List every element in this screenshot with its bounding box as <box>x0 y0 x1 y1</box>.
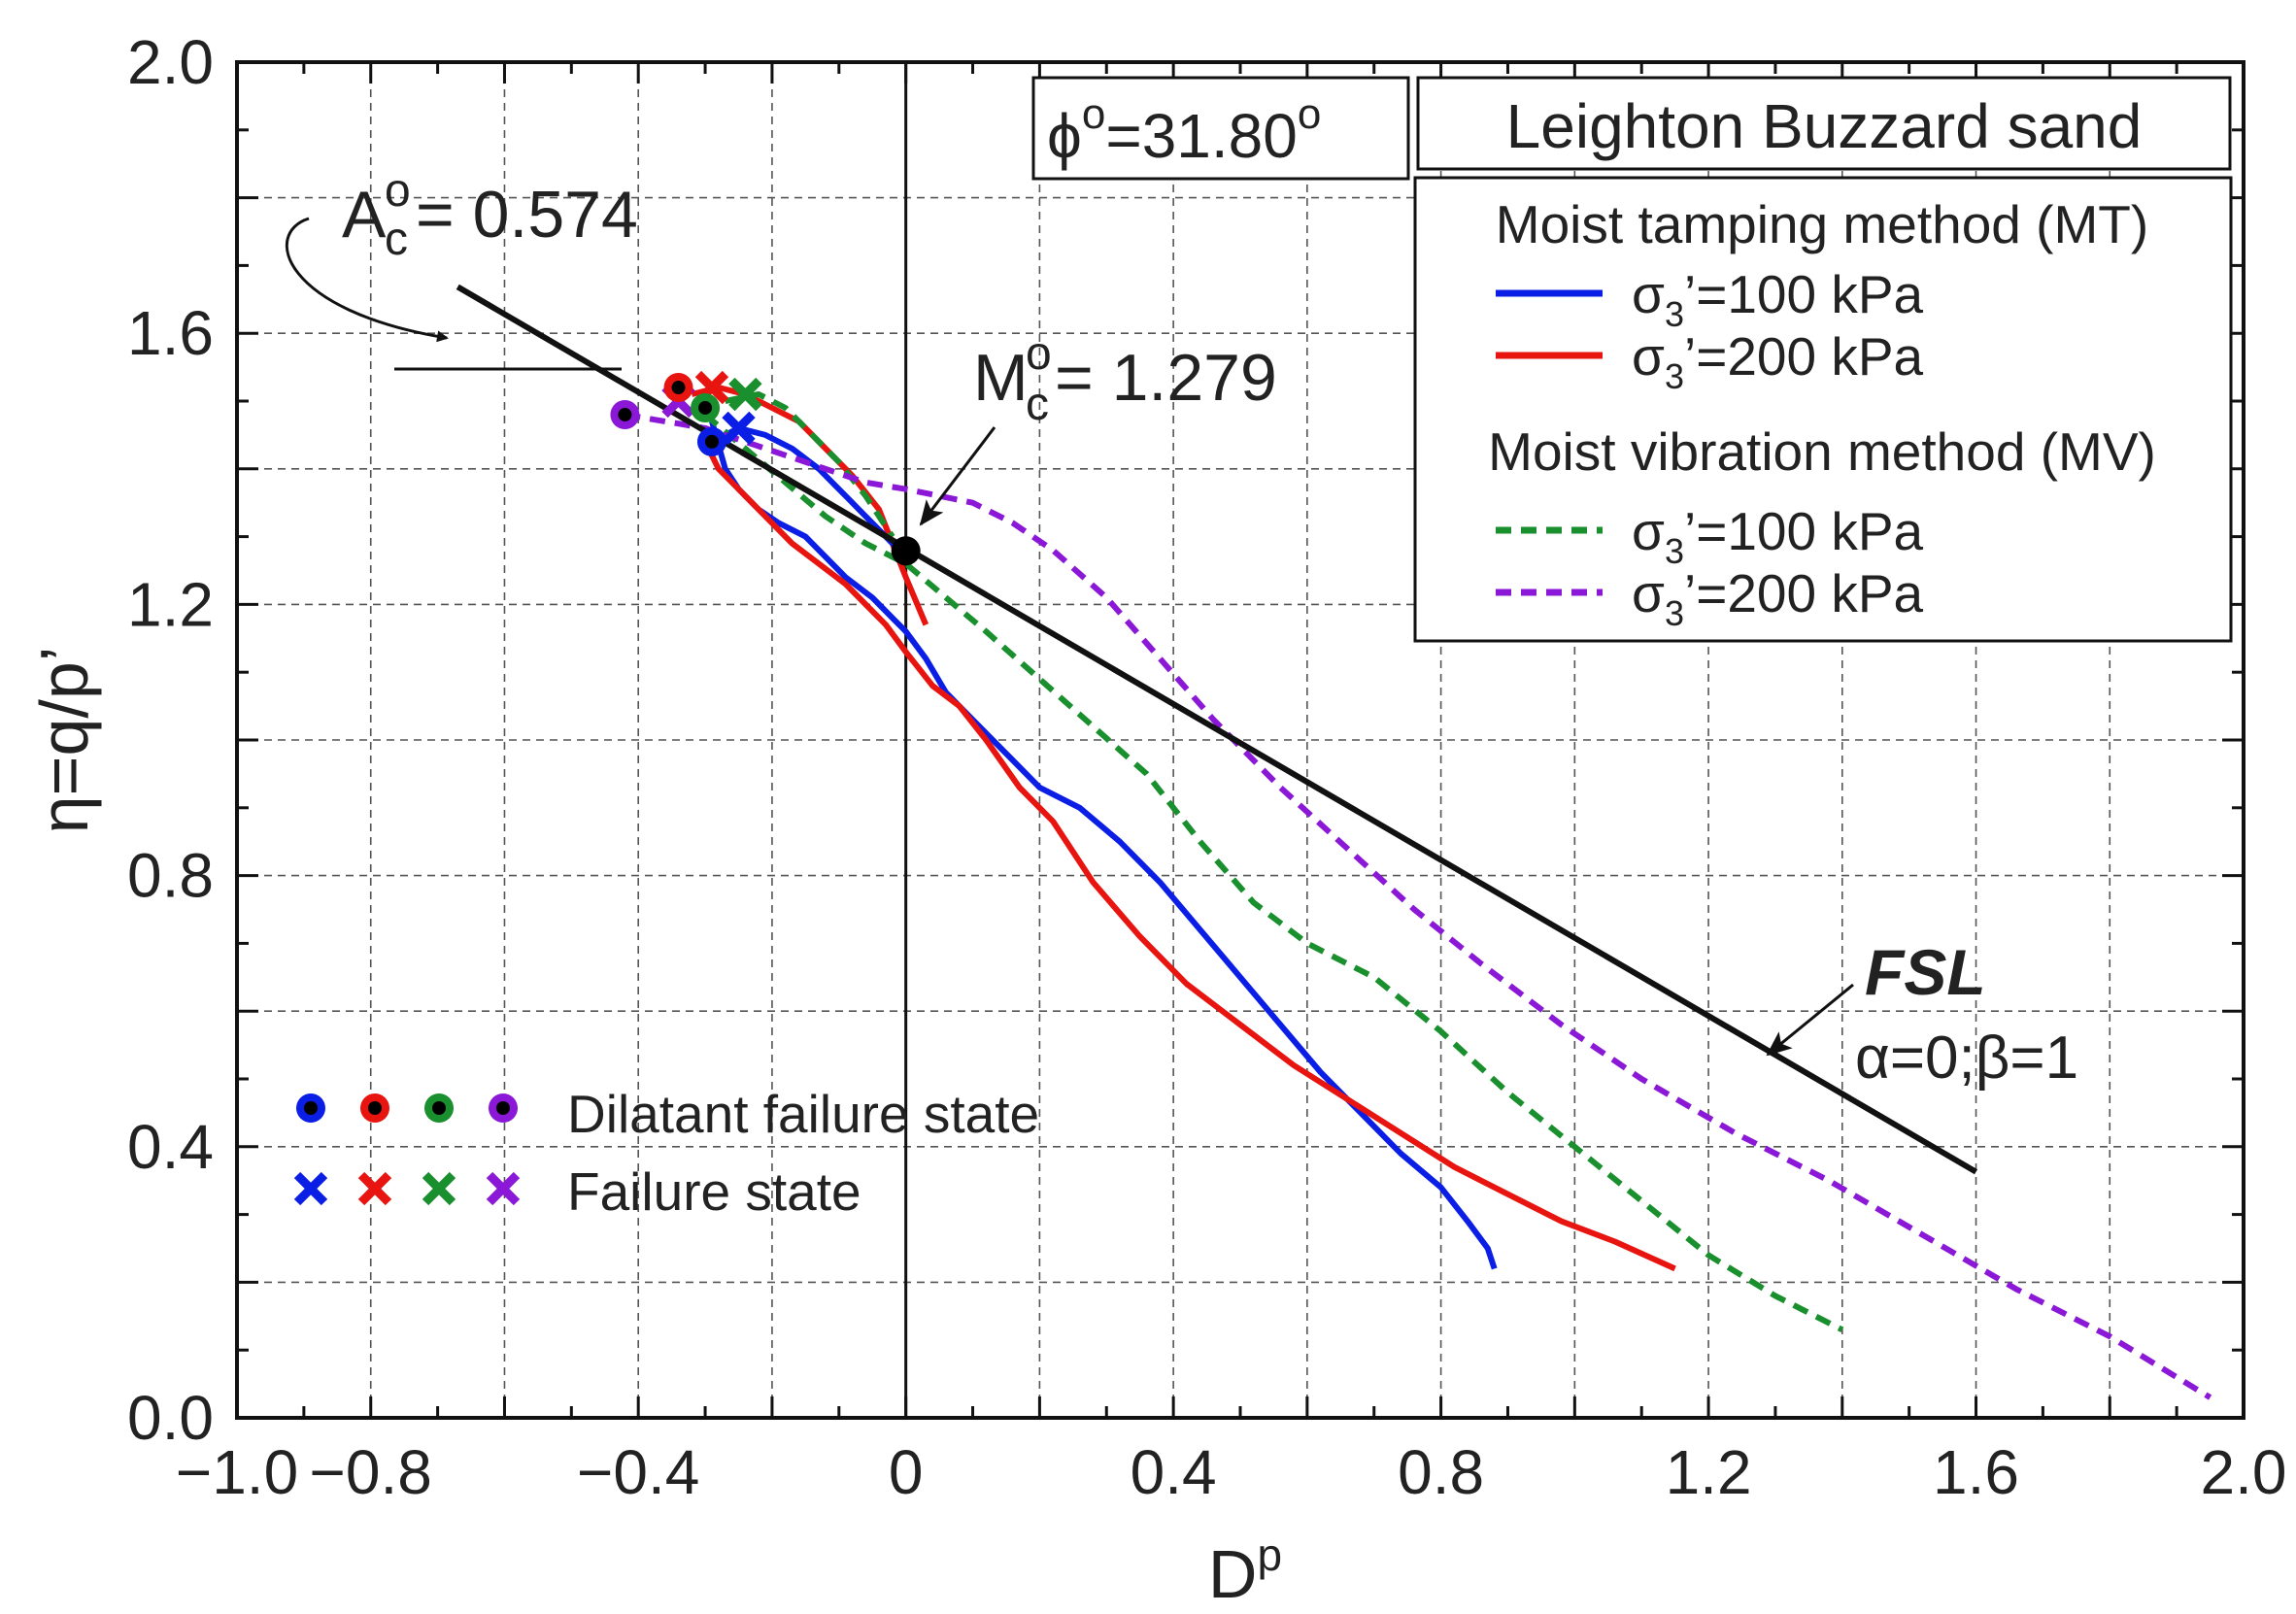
marker-legend: Dilatant failure state Failure state <box>293 1084 1039 1222</box>
series-line-6 <box>624 412 2212 1400</box>
marker-legend-cross-3 <box>486 1171 521 1206</box>
x-axis-label-sup: p <box>1257 1530 1282 1580</box>
marker-legend-dot-2-center <box>432 1101 446 1115</box>
x-tick-label: 1.6 <box>1933 1437 2019 1507</box>
title-box: Leighton Buzzard sand <box>1416 76 2232 171</box>
marker-legend-cross-2 <box>422 1171 456 1206</box>
fsl-annotation: FSL α=0;β=1 <box>1766 936 2078 1092</box>
svg-text:= 0.574: = 0.574 <box>416 178 638 252</box>
x-tick-label: −0.4 <box>577 1437 699 1507</box>
x-tick-label: −1.0 <box>176 1437 298 1507</box>
dilatant-marker-0-center <box>704 434 719 449</box>
legend-label-mv-100: σ3’=100 kPa <box>1632 501 1924 571</box>
y-tick-label: 0.4 <box>127 1112 214 1182</box>
x-tick-label: 0.8 <box>1398 1437 1484 1507</box>
failure-marker-2 <box>728 377 762 412</box>
legend-group2-title: Moist vibration method (MV) <box>1488 421 2156 482</box>
series-line-0 <box>709 420 1498 1270</box>
svg-text:o: o <box>1026 328 1052 380</box>
x-tick-label: 0 <box>889 1437 924 1507</box>
y-tick-label: 1.2 <box>127 569 214 639</box>
marker-legend-cross-1 <box>357 1171 392 1206</box>
legend-label-mt-200: σ3’=200 kPa <box>1632 326 1924 396</box>
annotation-a: A o c = 0.574 <box>285 165 638 371</box>
marker-legend-failure-label: Failure state <box>567 1161 861 1222</box>
legend-group1-title: Moist tamping method (MT) <box>1496 194 2148 254</box>
dilatant-marker-2-center <box>698 400 713 415</box>
phi-box: ϕo=31.80o <box>1031 76 1410 181</box>
fsl-arrow <box>1766 983 1854 1057</box>
marker-legend-dilatant-label: Dilatant failure state <box>567 1084 1039 1144</box>
x-tick-label: −0.8 <box>310 1437 432 1507</box>
series-layer <box>624 385 2212 1400</box>
x-axis-label: Dp <box>1208 1530 1282 1612</box>
legend-label-mv-200: σ3’=200 kPa <box>1632 563 1924 633</box>
marker-legend-dot-3-center <box>496 1101 510 1115</box>
annotation-a-arrow <box>285 217 449 343</box>
plot-frame <box>235 60 2245 1420</box>
marker-legend-dot-0-center <box>304 1101 318 1115</box>
x-tick-label: 1.2 <box>1666 1437 1752 1507</box>
svg-text:= 1.279: = 1.279 <box>1055 341 1277 415</box>
marker-layer <box>610 370 921 566</box>
svg-text:c: c <box>1026 379 1049 430</box>
legend-label-mt-100: σ3’=100 kPa <box>1632 264 1924 334</box>
series-line-4 <box>703 412 1844 1332</box>
fsl-label: FSL <box>1865 936 1986 1008</box>
dilatant-marker-1-center <box>671 381 686 395</box>
marker-legend-cross-0 <box>293 1171 328 1206</box>
tick-labels: −1.0 −0.8 −0.4 0 0.4 0.8 1.2 1.6 2.0 0.0 0.4 0.8 1.2… <box>127 27 2286 1507</box>
svg-text:c: c <box>385 214 408 265</box>
annotation-m: M o c = 1.279 <box>919 328 1277 526</box>
x-tick-label: 0.4 <box>1131 1437 1217 1507</box>
svg-text:o: o <box>385 165 411 217</box>
series-line-5 <box>725 391 895 539</box>
svg-text:ϕo=31.80o: ϕo=31.80o <box>1047 90 1321 171</box>
svg-text:M: M <box>973 341 1029 415</box>
y-axis-label: η=q/p’ <box>26 647 102 834</box>
y-tick-label: 0.8 <box>127 841 214 911</box>
svg-text:A: A <box>342 178 387 252</box>
dilatant-marker-3-center <box>618 407 632 421</box>
series-line-1 <box>702 440 1676 1272</box>
annotation-m-arrow <box>919 426 996 526</box>
series-line-2 <box>691 385 929 626</box>
svg-text:Leighton Buzzard sand: Leighton Buzzard sand <box>1506 91 2143 161</box>
failure-marker-0 <box>722 411 756 446</box>
legend: Moist tamping method (MT) σ3’=100 kPa σ3… <box>1413 176 2233 643</box>
x-tick-label: 2.0 <box>2201 1437 2287 1507</box>
marker-legend-dot-1-center <box>368 1101 382 1115</box>
y-tick-label: 0.0 <box>127 1383 214 1453</box>
critical-point <box>891 536 921 566</box>
fsl-params: α=0;β=1 <box>1855 1025 2078 1092</box>
y-tick-label: 1.6 <box>127 298 214 368</box>
y-tick-label: 2.0 <box>127 27 214 97</box>
